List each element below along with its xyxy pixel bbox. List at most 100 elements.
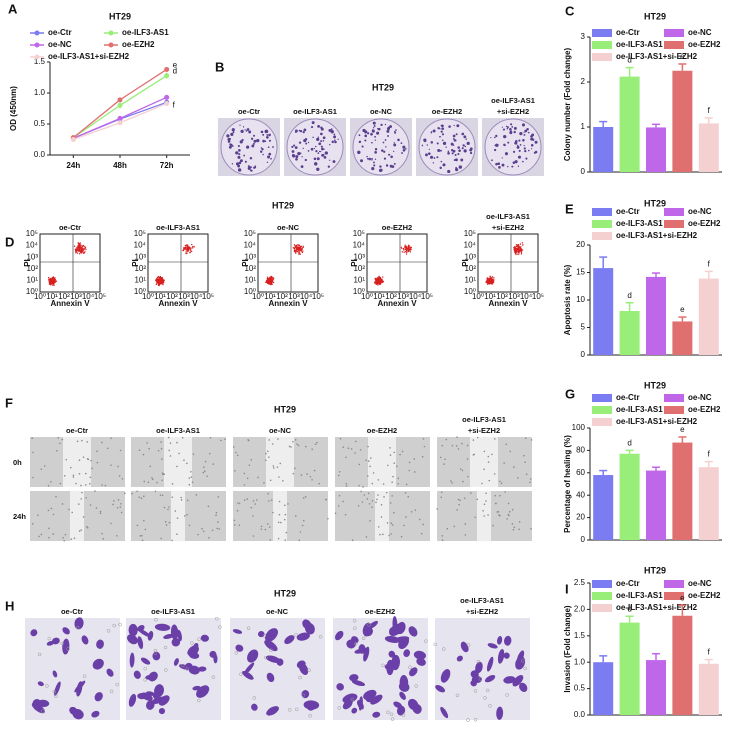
- y-axis-label: PI: [23, 259, 32, 267]
- colony: [513, 126, 517, 130]
- cell: [399, 453, 401, 456]
- invaded-cell: [388, 650, 396, 658]
- cell: [366, 475, 369, 477]
- data-point: [164, 94, 170, 100]
- wound-gap: [375, 491, 389, 541]
- cell: [180, 499, 183, 501]
- legend-swatch: [592, 41, 612, 49]
- colony: [393, 143, 397, 147]
- cell: [50, 507, 53, 510]
- significance-label: d: [627, 439, 631, 448]
- x-tick-label: 10⁴: [300, 292, 313, 301]
- cell: [218, 528, 221, 530]
- pore: [218, 625, 222, 629]
- event-dot: [84, 246, 87, 248]
- cell: [407, 495, 410, 498]
- colony: [313, 157, 317, 161]
- plate: [286, 118, 344, 176]
- cell: [160, 447, 163, 450]
- y-tick-label: 10³: [26, 252, 38, 261]
- event-dot: [55, 280, 57, 282]
- event-dot: [53, 282, 55, 284]
- cell: [529, 478, 532, 480]
- event-dot: [516, 249, 518, 251]
- invaded-cell: [351, 707, 358, 714]
- column-label: oe-ILF3-AS1: [151, 607, 195, 616]
- colony: [259, 150, 263, 153]
- colony: [254, 165, 257, 167]
- significance-label: e: [680, 305, 685, 314]
- colony: [495, 134, 498, 138]
- invaded-cell: [52, 670, 58, 678]
- event-dot: [79, 244, 81, 246]
- event-dot: [159, 278, 161, 280]
- legend-swatch: [664, 406, 684, 414]
- panel-label: E: [565, 201, 574, 216]
- cell: [296, 443, 298, 445]
- colony: [264, 140, 267, 143]
- cell: [483, 503, 486, 506]
- colony: [501, 157, 503, 159]
- y-tick-label: 10³: [134, 252, 146, 261]
- cell: [372, 472, 375, 474]
- cell: [40, 533, 43, 536]
- x-tick-label: 10⁴: [82, 292, 95, 301]
- event-dot: [160, 281, 162, 284]
- cell: [81, 491, 83, 494]
- event-dot: [490, 279, 493, 282]
- cell: [493, 438, 496, 440]
- legend-label: oe-Ctr: [48, 28, 72, 37]
- column-label: oe-EZH2: [365, 607, 395, 616]
- y-tick-label: 10⁴: [134, 241, 147, 250]
- event-dot: [159, 275, 162, 278]
- event-dot: [401, 251, 404, 253]
- cell: [366, 498, 369, 500]
- cell: [491, 453, 493, 456]
- bar: [672, 321, 693, 355]
- cell: [311, 478, 313, 481]
- invaded-cell: [475, 661, 483, 674]
- legend-label: oe-EZH2: [688, 40, 721, 49]
- cell: [138, 449, 141, 451]
- event-dot: [80, 249, 82, 251]
- colony: [451, 143, 454, 146]
- cell: [388, 534, 390, 537]
- chart-title: HT29: [644, 380, 666, 390]
- colony: [436, 156, 439, 159]
- pore: [476, 659, 481, 664]
- colony: [238, 153, 241, 156]
- cell: [492, 524, 494, 527]
- cell: [167, 436, 170, 439]
- cell: [255, 499, 258, 501]
- invaded-cell: [127, 634, 138, 645]
- invaded-cell: [128, 623, 138, 637]
- bar: [619, 76, 640, 172]
- event-dot: [521, 249, 524, 251]
- cell: [76, 440, 79, 443]
- invaded-cell: [158, 707, 166, 715]
- pore: [234, 651, 239, 655]
- cell: [292, 472, 295, 475]
- colony: [231, 128, 235, 132]
- colony: [470, 147, 473, 151]
- event-dot: [376, 277, 379, 279]
- y-tick-label: 80: [576, 446, 585, 455]
- invaded-cell: [435, 684, 446, 693]
- event-dot: [491, 276, 494, 278]
- event-dot: [513, 247, 516, 249]
- event-dot: [80, 244, 82, 246]
- event-dot: [79, 242, 81, 244]
- y-tick-label: 100: [572, 423, 586, 432]
- pore: [350, 697, 355, 702]
- cell: [156, 481, 158, 484]
- cell: [368, 503, 371, 505]
- legend-label: oe-ILF3-AS1+si-EZH2: [616, 231, 698, 240]
- cell: [290, 446, 292, 448]
- pore: [143, 678, 147, 682]
- event-dot: [407, 244, 410, 247]
- colony: [334, 140, 337, 144]
- colony: [386, 129, 390, 133]
- event-dot: [49, 279, 51, 282]
- invaded-cell: [137, 628, 151, 638]
- cell: [463, 497, 466, 500]
